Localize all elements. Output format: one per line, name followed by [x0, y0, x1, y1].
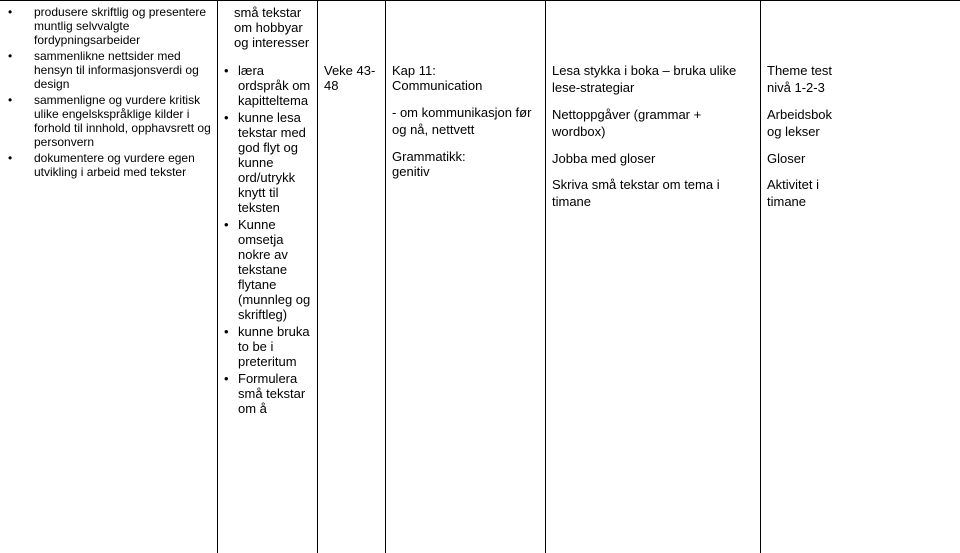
obj-text: Formulera små tekstar om å — [238, 371, 311, 416]
chapter-desc: - om kommunikasjon før og nå, nettvett — [392, 105, 539, 139]
col-activities: Lesa stykka i boka – bruka ulike lese-st… — [546, 1, 761, 553]
col-competence-goals: •produsere skriftlig og presentere muntl… — [0, 1, 218, 553]
activity-text: Lesa stykka i boka – bruka ulike lese-st… — [552, 63, 754, 97]
grammar-topic: genitiv — [392, 164, 539, 179]
assessment-text: Aktivitet i timane — [767, 177, 850, 211]
goal-text: dokumentere og vurdere egen utvikling i … — [34, 151, 211, 179]
obj-text: små tekstar om hobbyar og interesser — [234, 5, 311, 50]
weeks-text: Veke 43-48 — [324, 63, 379, 549]
goal-text: sammenligne og vurdere kritisk ulike eng… — [34, 93, 211, 149]
assessment-text: Arbeidsbok og lekser — [767, 107, 850, 141]
col-assessment: Theme test nivå 1-2-3 Arbeidsbok og leks… — [761, 1, 856, 553]
obj-item: •kunne bruka to be i preteritum — [224, 324, 311, 369]
goal-item: •sammenligne og vurdere kritisk ulike en… — [6, 93, 211, 149]
obj-text: læra ordspråk om kapitteltema — [238, 63, 311, 108]
obj-text: kunne bruka to be i preteritum — [238, 324, 311, 369]
obj-item: •læra ordspråk om kapitteltema — [224, 63, 311, 108]
activity-text: Nettoppgåver (grammar + wordbox) — [552, 107, 754, 141]
obj-item: •Formulera små tekstar om å — [224, 371, 311, 416]
col-weeks: Veke 43-48 — [318, 1, 386, 553]
obj-text: Kunne omsetja nokre av tekstane flytane … — [238, 217, 311, 322]
goal-item: •produsere skriftlig og presentere muntl… — [6, 5, 211, 47]
goals-list: •produsere skriftlig og presentere muntl… — [6, 5, 211, 179]
goal-text: sammenlikne nettsider med hensyn til inf… — [34, 49, 211, 91]
obj-text: kunne lesa tekstar med god flyt og kunne… — [238, 110, 311, 215]
col-learning-objectives: små tekstar om hobbyar og interesser •læ… — [218, 1, 318, 553]
goal-text: produsere skriftlig og presentere muntli… — [34, 5, 211, 47]
obj-item: •kunne lesa tekstar med god flyt og kunn… — [224, 110, 311, 215]
grammar-label: Grammatikk: — [392, 149, 539, 164]
activity-text: Jobba med gloser — [552, 151, 754, 168]
goal-item: •dokumentere og vurdere egen utvikling i… — [6, 151, 211, 179]
activity-text: Skriva små tekstar om tema i timane — [552, 177, 754, 211]
assessment-text: Gloser — [767, 151, 850, 168]
goal-item: •sammenlikne nettsider med hensyn til in… — [6, 49, 211, 91]
chapter-title: Communication — [392, 78, 539, 95]
col-content: Kap 11: Communication - om kommunikasjon… — [386, 1, 546, 553]
obj-bottom-list: •læra ordspråk om kapitteltema •kunne le… — [224, 63, 311, 416]
assessment-text: Theme test nivå 1-2-3 — [767, 63, 850, 97]
obj-top-list: små tekstar om hobbyar og interesser — [224, 5, 311, 50]
obj-item: små tekstar om hobbyar og interesser — [234, 5, 311, 50]
chapter-label: Kap 11: — [392, 63, 539, 78]
obj-item: •Kunne omsetja nokre av tekstane flytane… — [224, 217, 311, 322]
lesson-plan-table: •produsere skriftlig og presentere muntl… — [0, 0, 960, 553]
